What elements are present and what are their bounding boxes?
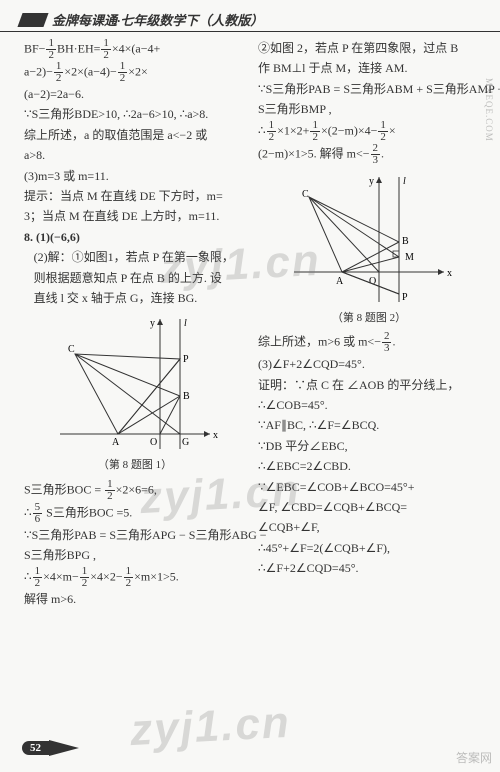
point-m-label: M (405, 252, 414, 263)
text-line: S三角形BOC = 12×2×6=6, (24, 479, 246, 502)
text-line: S三角形BPG , (24, 545, 246, 565)
figure-2: x y O l C A B M P (284, 172, 454, 307)
content-columns: BF−12BH·EH=12×4×(a−4+ a−2)−12×2×(a−4)−12… (0, 32, 500, 609)
point-p-label: P (402, 292, 408, 303)
point-c-label: C (68, 344, 75, 355)
text-line: ∵∠EBC=∠COB+∠BCO=45°+ (258, 477, 480, 497)
text-line: ∴∠COB=45°. (258, 395, 480, 415)
text-line: ∴56 S三角形BOC =5. (24, 502, 246, 525)
text-line: ∠F, ∠CBD=∠CQB+∠BCQ= (258, 497, 480, 517)
watermark: zyj1.cn (129, 698, 292, 756)
left-column: BF−12BH·EH=12×4×(a−4+ a−2)−12×2×(a−4)−12… (18, 38, 252, 609)
text-line: 3；当点 M 在直线 DE 上方时，m=11. (24, 206, 246, 226)
figure-1-caption: （第 8 题图 1） (24, 456, 246, 475)
text-line: (a−2)=2a−6. (24, 84, 246, 104)
text-line: ∴12×4×m−12×4×2−12×m×1>5. (24, 566, 246, 589)
text-line: 综上所述，a 的取值范围是 a<−2 或 (24, 125, 246, 145)
text-line: ∴12×1×2+12×(2−m)×4−12× (258, 120, 480, 143)
text-line: (3)∠F+2∠CQD=45°. (258, 354, 480, 374)
page-number: 52 (22, 741, 49, 755)
point-b-label: B (402, 236, 409, 247)
point-a-label: A (112, 437, 120, 448)
text-line: BF−12BH·EH=12×4×(a−4+ (24, 38, 246, 61)
origin-label: O (150, 437, 157, 448)
text-line: 综上所述，m>6 或 m<−23. (258, 331, 480, 354)
point-p-label: P (183, 354, 189, 365)
point-g-label: G (182, 437, 189, 448)
text-line: (2−m)×1>5. 解得 m<−23. (258, 143, 480, 166)
text-line: 直线 l 交 x 轴于点 G，连接 BG. (24, 288, 246, 308)
line-l-label: l (184, 318, 187, 329)
header-title: 金牌每课通·七年级数学下（人教版） (52, 10, 263, 29)
text-line: a>8. (24, 145, 246, 165)
text-line: (2)解：①如图1，若点 P 在第一象限， (24, 247, 246, 267)
point-a-label: A (336, 276, 344, 287)
text-line: 作 BM⊥l 于点 M，连接 AM. (258, 58, 480, 78)
text-line: 证明：∵点 C 在 ∠AOB 的平分线上， (258, 375, 480, 395)
point-c-label: C (302, 189, 309, 200)
text-line: S三角形BMP , (258, 99, 480, 119)
axis-y-label: y (150, 318, 155, 329)
line-l-label: l (403, 176, 406, 187)
figure-2-caption: （第 8 题图 2） (258, 309, 480, 328)
text-line: 则根据题意知点 P 在点 B 的上方. 设 (24, 268, 246, 288)
point-b-label: B (183, 391, 190, 402)
right-column: ②如图 2，若点 P 在第四象限，过点 B 作 BM⊥l 于点 M，连接 AM.… (252, 38, 486, 609)
page-footer: 52 (22, 740, 79, 756)
side-watermark: MXEQE.COM (484, 78, 494, 142)
question-8: 8. (1)(−6,6) (24, 227, 246, 247)
text-line: ∵S三角形PAB = S三角形ABM + S三角形AMP − (258, 79, 480, 99)
corner-logo: 答案网 (456, 749, 492, 766)
text-line: ∵DB 平分∠EBC, (258, 436, 480, 456)
origin-label: O (369, 276, 376, 287)
text-line: ∵S三角形PAB = S三角形APG − S三角形ABG − (24, 525, 246, 545)
text-line: ∴45°+∠F=2(∠CQB+∠F), (258, 538, 480, 558)
page-header: 金牌每课通·七年级数学下（人教版） (0, 0, 500, 32)
text-line: ∵AF∥BC, ∴∠F=∠BCQ. (258, 415, 480, 435)
text-line: (3)m=3 或 m=11. (24, 166, 246, 186)
text-line: ∠CQB+∠F, (258, 517, 480, 537)
text-line: a−2)−12×2×(a−4)−12×2× (24, 61, 246, 84)
text-line: ∵S三角形BDE>10, ∴2a−6>10, ∴a>8. (24, 104, 246, 124)
header-ribbon-icon (17, 13, 48, 27)
axis-x-label: x (447, 268, 452, 279)
text-line: ∴∠F+2∠CQD=45°. (258, 558, 480, 578)
text-line: ∴∠EBC=2∠CBD. (258, 456, 480, 476)
figure-1: x y O l C A G B P (50, 314, 220, 454)
text-line: ②如图 2，若点 P 在第四象限，过点 B (258, 38, 480, 58)
text-line: 提示：当点 M 在直线 DE 下方时，m= (24, 186, 246, 206)
page-arrow-icon (49, 740, 79, 756)
text-line: 解得 m>6. (24, 589, 246, 609)
axis-y-label: y (369, 176, 374, 187)
axis-x-label: x (213, 430, 218, 441)
